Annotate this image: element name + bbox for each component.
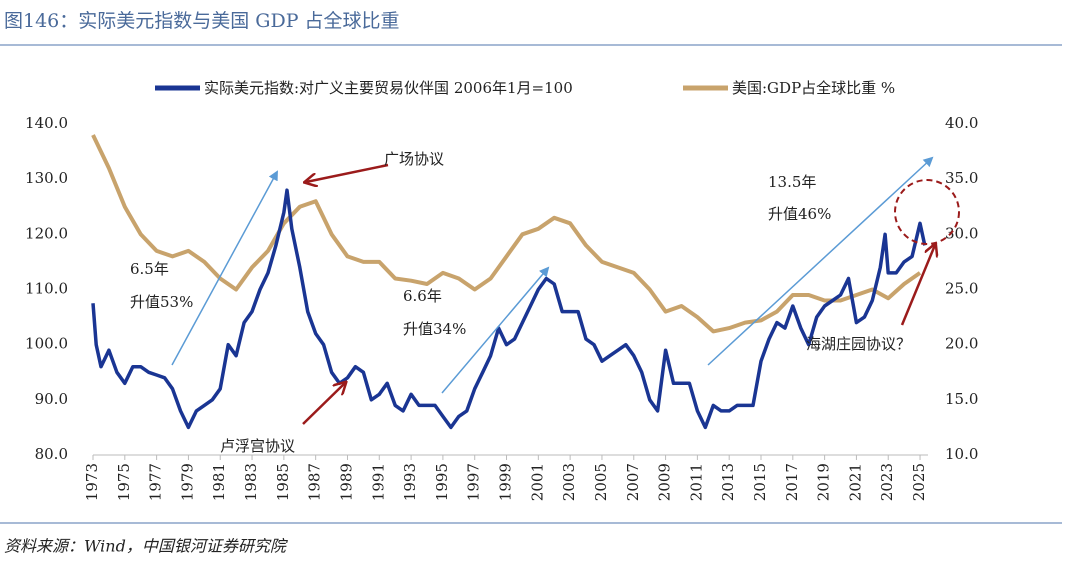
x-tick-label: 1991 [369,463,387,501]
series-line [91,188,927,430]
highlight-circle [894,179,960,245]
x-tick-label: 2021 [846,463,864,501]
y2-tick-label: 40.0 [945,114,978,132]
annotation: 升值53% [130,293,193,311]
source: 资料来源：Wind，中国银河证券研究院 [4,537,289,556]
annotation: 卢浮宫协议 [220,437,295,455]
y2-tick-label: 30.0 [945,224,978,242]
annotation: 13.5年 [768,173,816,191]
y-tick-label: 120.0 [25,224,68,242]
x-tick-label: 1973 [83,463,101,501]
x-tick-label: 2025 [910,463,928,501]
y2-tick-label: 15.0 [945,390,978,408]
arrow [441,266,550,394]
arrow [302,383,345,425]
y-tick-label: 90.0 [35,390,68,408]
x-tick-label: 2001 [528,463,546,501]
x-tick-label: 2017 [783,463,801,501]
x-tick-label: 2003 [560,463,578,501]
y2-tick-label: 20.0 [945,335,978,353]
arrow [900,245,935,326]
legend-label: 美国:GDP占全球比重 % [732,79,895,97]
annotation: 海湖庄园协议？ [806,335,911,353]
y2-tick-label: 35.0 [945,169,978,187]
arrow [306,163,389,182]
x-tick-label: 2005 [592,463,610,501]
annotations: 6.5年 升值53% 6.6年 升值34% 13.5年 升值46% 广场协议 卢… [130,150,960,455]
x-tick-label: 1979 [178,463,196,501]
x-tick-label: 2007 [624,463,642,501]
y-tick-label: 110.0 [25,280,68,298]
x-tick-label: 1989 [337,463,355,501]
legend-label: 实际美元指数:对广义主要贸易伙伴国 2006年1月=100 [204,79,573,97]
x-tick-label: 1985 [274,463,292,501]
x-tick-label: 2023 [878,463,896,501]
y2-tick-label: 25.0 [945,280,978,298]
x-tick-label: 2019 [815,463,833,501]
annotation: 升值34% [403,320,466,338]
x-tick-label: 2015 [751,463,769,501]
x-tick-label: 1993 [401,463,419,501]
x-tick-label: 1999 [497,463,515,501]
y-tick-label: 140.0 [25,114,68,132]
series-line [91,134,922,334]
x-tick-label: 2013 [719,463,737,501]
annotation: 广场协议 [384,150,444,168]
x-tick-label: 1977 [147,463,165,501]
x-tick-label: 2011 [687,463,705,501]
annotation: 6.5年 [130,260,169,278]
x-tick-label: 1975 [115,463,133,501]
x-tick-label: 1981 [210,463,228,501]
y-tick-label: 130.0 [25,169,68,187]
y-tick-label: 100.0 [25,335,68,353]
arrow [707,156,934,366]
x-tick-label: 1983 [242,463,260,501]
annotation: 6.6年 [403,287,442,305]
y2-tick-label: 10.0 [945,445,978,463]
arrow [171,170,278,366]
chart-title: 图146：实际美元指数与美国 GDP 占全球比重 [4,10,400,32]
annotation: 升值46% [768,205,831,223]
x-tick-label: 1997 [465,463,483,501]
x-tick-label: 2009 [656,463,674,501]
x-tick-label: 1995 [433,463,451,501]
y-tick-label: 80.0 [35,445,68,463]
x-tick-label: 1987 [306,463,324,501]
